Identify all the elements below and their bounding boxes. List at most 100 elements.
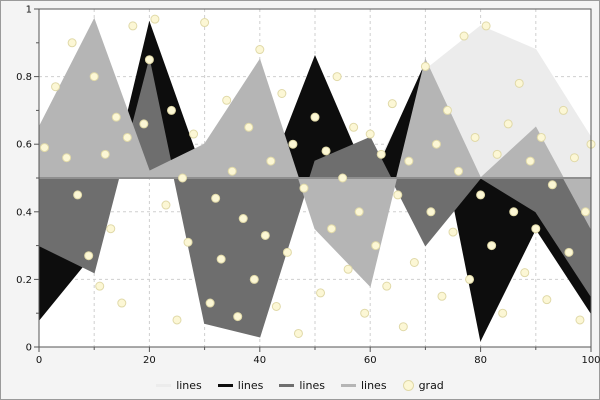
x-axis: 0 20 40 60 80 100 (36, 347, 600, 366)
scatter-point (420, 61, 430, 71)
scatter-point (426, 207, 436, 217)
scatter-point (216, 254, 226, 264)
x-tick-label: 40 (253, 355, 266, 366)
scatter-point (244, 122, 254, 132)
y-tick-label: 0.2 (16, 275, 32, 286)
legend-line-swatch (340, 383, 356, 387)
scatter-point (189, 129, 199, 139)
scatter-point (67, 38, 77, 48)
legend-item: grad (402, 379, 444, 392)
scatter-point (106, 224, 116, 234)
scatter-point (409, 258, 419, 267)
scatter-point (398, 322, 408, 332)
scatter-point (282, 247, 292, 257)
scatter-point (205, 298, 215, 308)
scatter-point (376, 149, 386, 159)
scatter-point (299, 183, 309, 193)
scatter-point (316, 288, 326, 298)
scatter-point (321, 146, 331, 156)
scatter-point (84, 251, 94, 261)
scatter-point (222, 95, 232, 105)
scatter-point (178, 173, 188, 183)
scatter-point (150, 14, 160, 24)
scatter-point (95, 281, 105, 291)
scatter-point (51, 82, 61, 92)
y-tick-label: 0.8 (16, 72, 32, 83)
x-tick-label: 0 (36, 355, 42, 366)
legend-label: lines (360, 378, 387, 392)
legend-line-swatch (279, 383, 295, 387)
scatter-point (73, 190, 83, 200)
scatter-point (503, 119, 513, 129)
y-tick-label: 0 (26, 343, 32, 354)
scatter-point (310, 112, 320, 122)
legend-label: lines (299, 378, 325, 392)
scatter-point (547, 180, 557, 190)
scatter-point (354, 207, 364, 217)
scatter-point (349, 122, 359, 132)
scatter-point (89, 72, 99, 82)
scatter-point (62, 153, 72, 163)
area-series-2 (38, 59, 592, 338)
scatter-point (437, 291, 447, 301)
legend-line-swatch (156, 383, 172, 387)
scatter-point (536, 132, 546, 142)
scatter-point (40, 143, 50, 153)
scatter-point (233, 312, 243, 322)
scatter-point (260, 230, 270, 240)
scatter-point (509, 207, 519, 217)
scatter-point (255, 45, 265, 55)
scatter-point (371, 241, 381, 251)
scatter-point (558, 105, 568, 115)
scatter-point (128, 21, 138, 31)
scatter-point (166, 105, 176, 115)
legend-item: lines (156, 379, 202, 392)
scatter-point (172, 315, 182, 325)
y-tick-label: 1 (26, 5, 32, 16)
scatter-point (564, 247, 574, 257)
x-tick-label: 60 (364, 355, 377, 366)
chart-canvas: 0 20 40 60 80 100 0 0.2 0.4 0.6 0.8 1 (16, 5, 600, 367)
scatter-point (393, 190, 403, 200)
scatter-point (448, 227, 458, 237)
scatter-point (100, 149, 110, 159)
scatter-point (514, 78, 524, 88)
x-tick-label: 100 (581, 355, 600, 366)
scatter-point (531, 224, 541, 234)
scatter-point (161, 200, 171, 210)
scatter-point (569, 153, 579, 163)
scatter-point (238, 214, 248, 224)
scatter-point (122, 132, 132, 142)
legend-item: lines (279, 379, 325, 392)
scatter-points (40, 14, 596, 338)
scatter-point (343, 264, 353, 274)
chart-legend: lines lines lines lines grad (1, 371, 599, 399)
scatter-point (470, 132, 480, 142)
scatter-point (498, 308, 508, 318)
scatter-point (139, 119, 149, 129)
scatter-point (360, 308, 370, 318)
scatter-point (382, 281, 392, 291)
scatter-point (542, 295, 552, 305)
y-axis: 0 0.2 0.4 0.6 0.8 1 (16, 5, 39, 354)
scatter-point (293, 328, 303, 338)
scatter-point (271, 301, 281, 311)
legend-item: lines (340, 378, 387, 392)
scatter-point (144, 55, 154, 65)
scatter-point (332, 72, 342, 82)
scatter-point (288, 139, 298, 149)
scatter-point (249, 274, 259, 284)
scatter-point (117, 298, 127, 308)
scatter-point (525, 156, 535, 166)
scatter-point (111, 112, 121, 122)
scatter-point (487, 241, 497, 251)
scatter-point (200, 18, 210, 28)
scatter-point (459, 31, 469, 41)
x-tick-label: 20 (143, 355, 156, 366)
scatter-point (442, 105, 452, 115)
scatter-point (211, 193, 221, 203)
y-tick-label: 0.6 (16, 140, 32, 151)
scatter-point (183, 237, 193, 247)
scatter-point (277, 89, 287, 98)
